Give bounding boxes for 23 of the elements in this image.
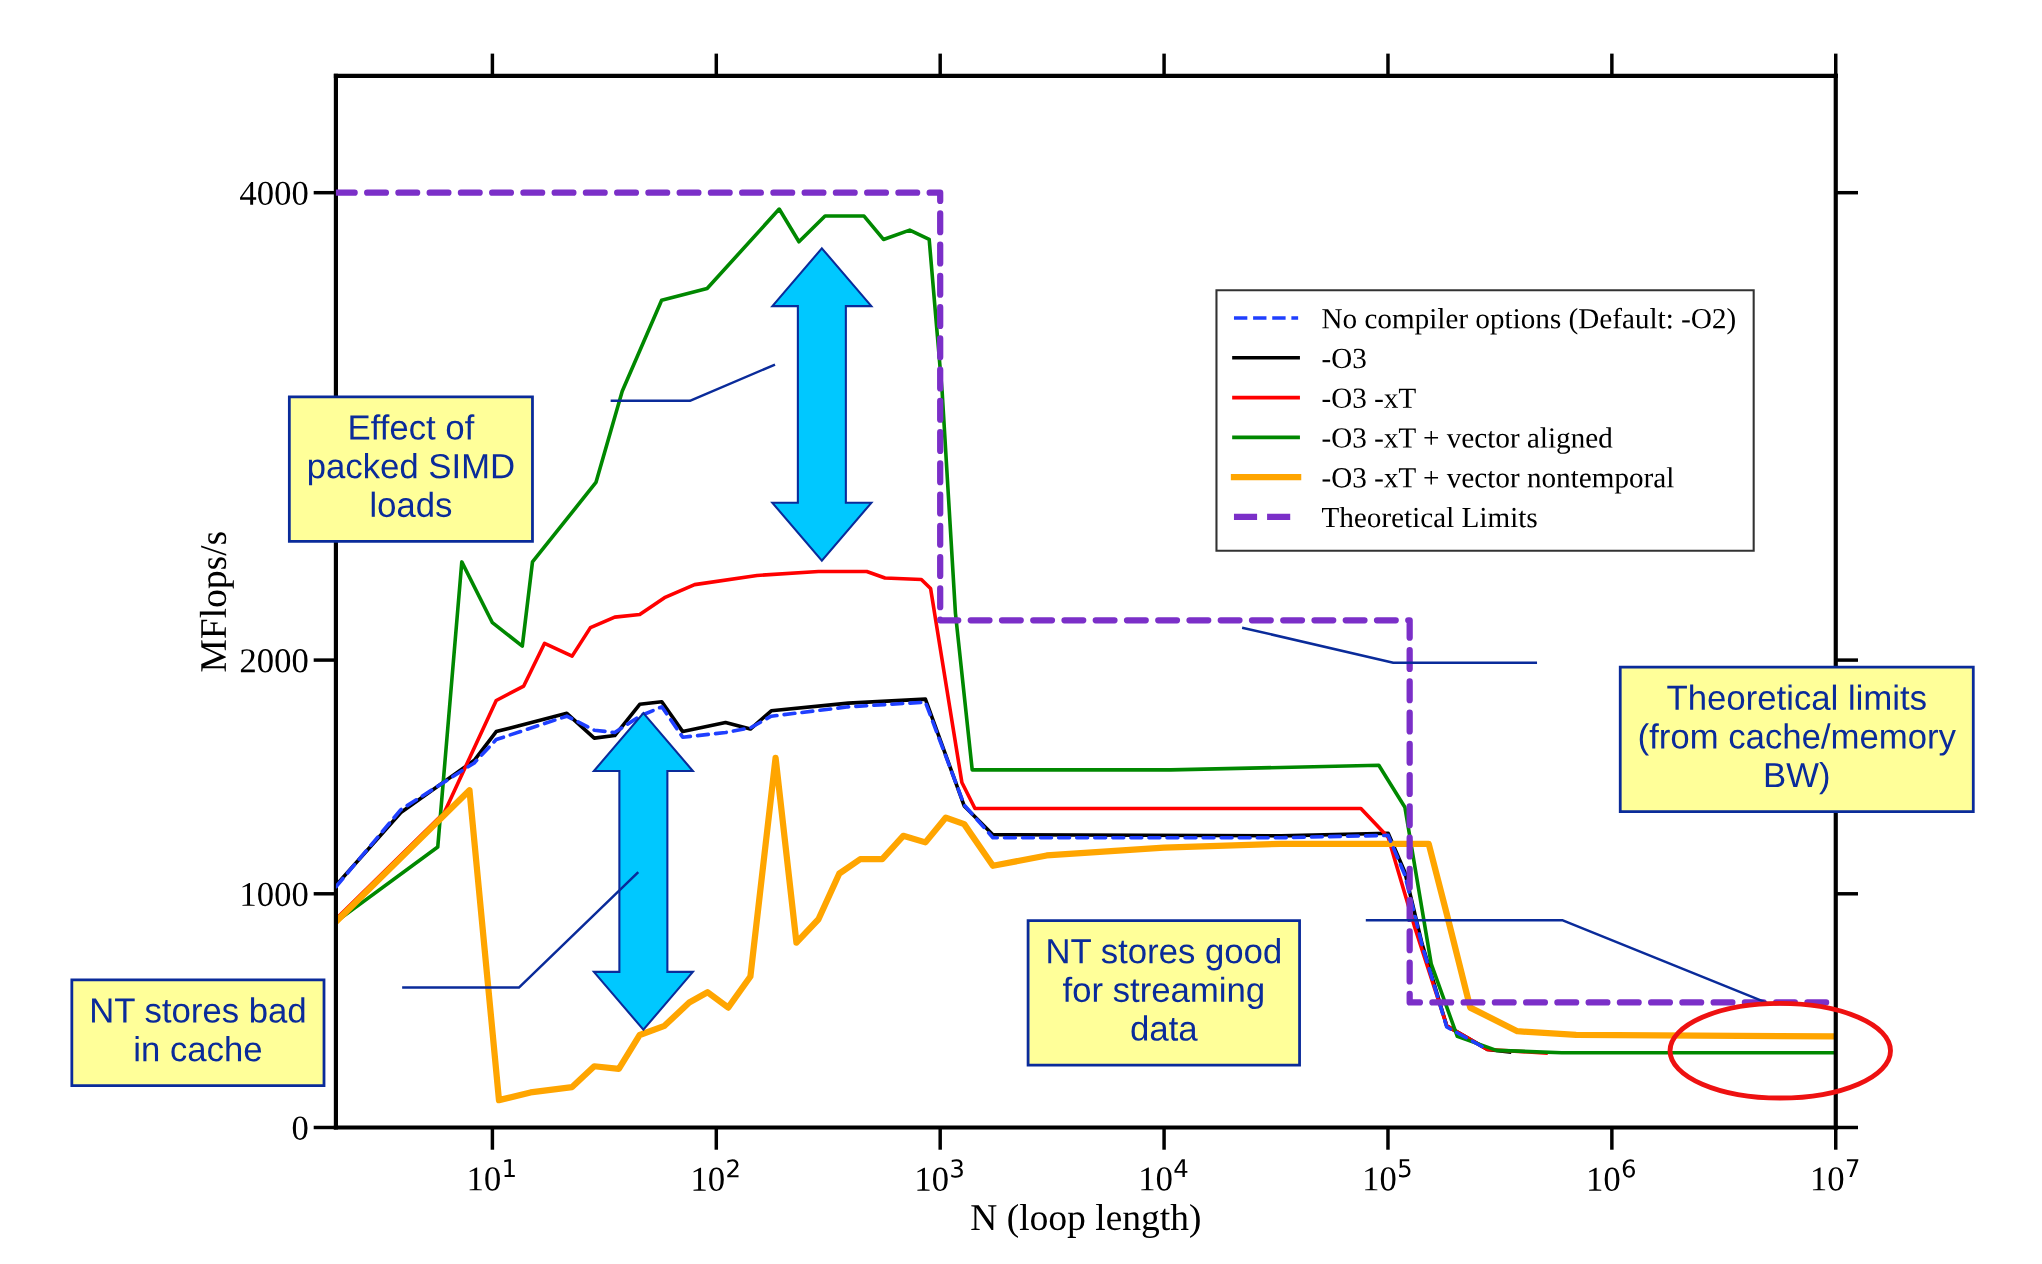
legend-label: -O3 -xT + vector aligned	[1322, 427, 1613, 454]
x-axis-title: N (loop length)	[971, 1203, 1200, 1238]
x-tick-label: 10$^{7}$	[1812, 1159, 1859, 1191]
annotation: Effect of packed SIMD loads	[308, 414, 514, 518]
annotation: Theoretical limits (from cache/memory BW)	[1639, 684, 1956, 795]
legend-label: Theoretical Limits	[1322, 506, 1537, 528]
legend-label: -O3	[1322, 348, 1366, 369]
y-axis-title: MFlops/s	[199, 532, 234, 672]
y-tick-label: 1000	[242, 882, 308, 907]
x-tick-label: 10$^{1}$	[469, 1159, 515, 1191]
annotation: NT stores good for streaming data	[1048, 938, 1280, 1041]
text: NT stores bad in cache	[92, 997, 305, 1062]
x-tick-label: 10$^{3}$	[917, 1159, 963, 1191]
x-tick-label: 10$^{6}$	[1589, 1159, 1635, 1191]
legend-label: -O3 -xT	[1322, 388, 1416, 409]
legend-label: No compiler options (Default: -O2)	[1322, 307, 1735, 335]
x-tick-label: 10$^{2}$	[693, 1159, 739, 1191]
y-tick-label: 4000	[240, 181, 308, 206]
x-tick-label: 10$^{5}$	[1365, 1159, 1411, 1191]
y-tick-label: 0	[292, 1116, 308, 1140]
y-tick-label: 2000	[240, 649, 308, 673]
legend-label: -O3 -xT + vector nontemporal	[1322, 467, 1674, 494]
x-tick-label: 10$^{4}$	[1141, 1159, 1188, 1191]
